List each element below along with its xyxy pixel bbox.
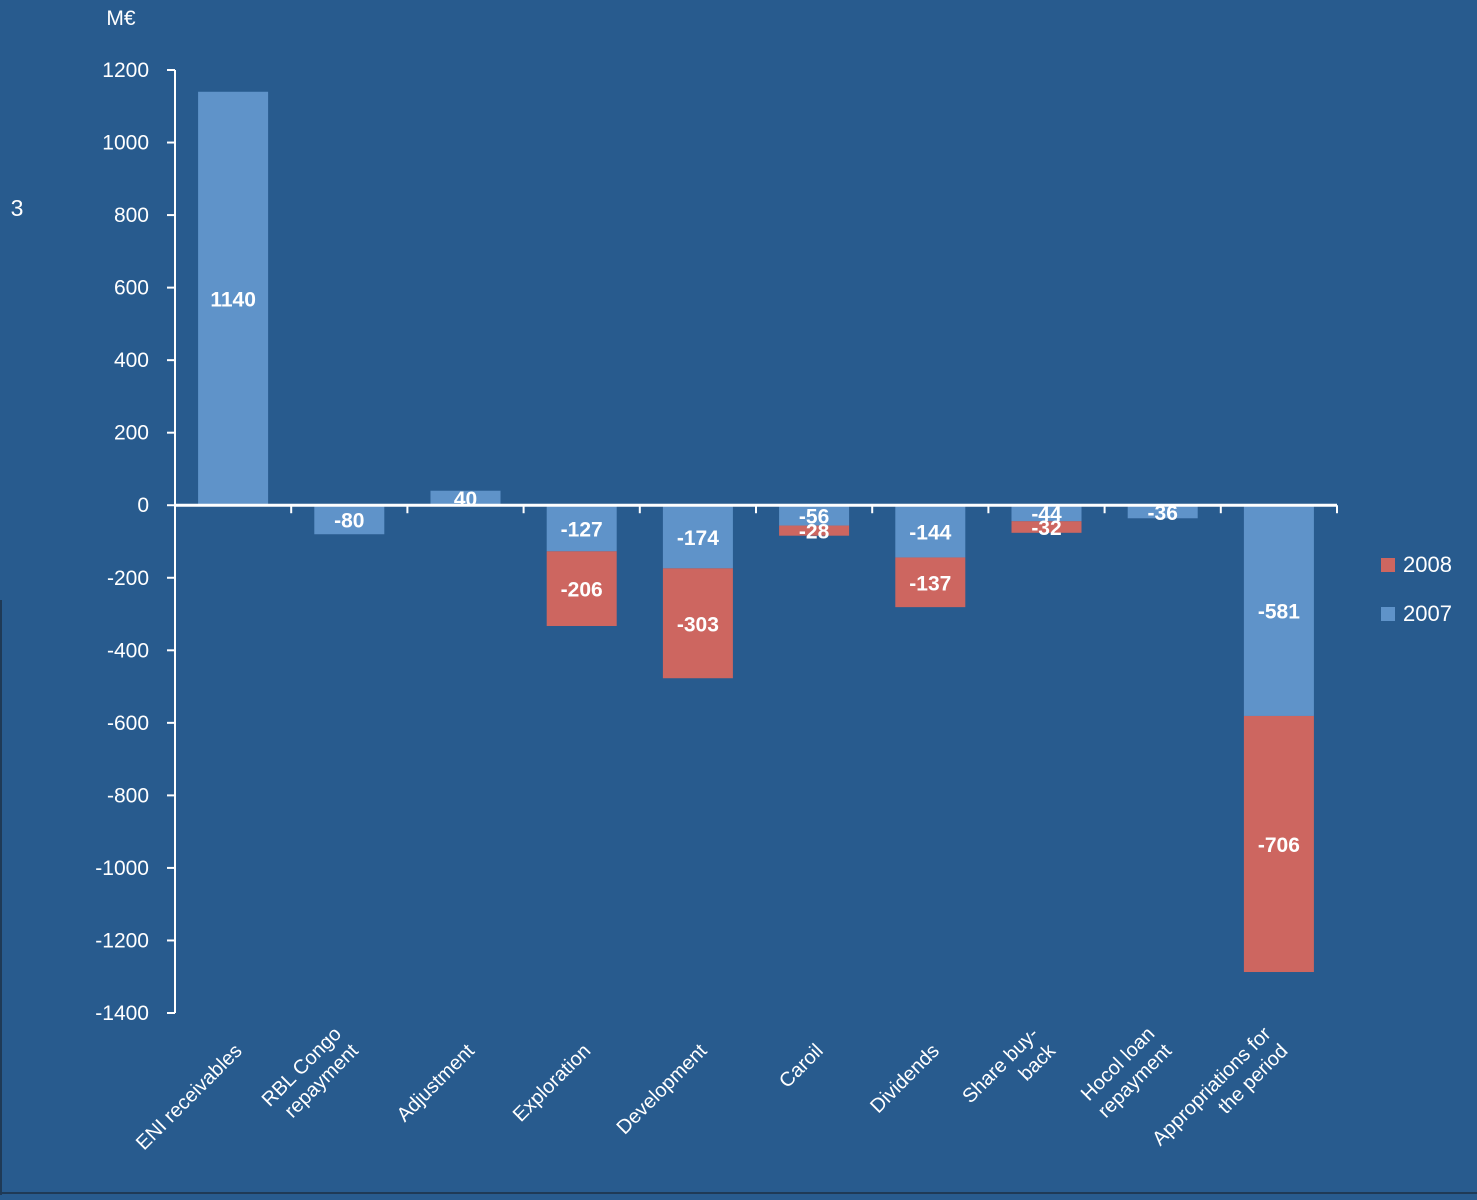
- bar-2007-9: [1243, 505, 1314, 716]
- y-tick-label: 400: [114, 349, 149, 372]
- page-marker: 3: [11, 195, 24, 221]
- y-tick-label: -400: [107, 639, 149, 662]
- data-label-2008-3: -206: [561, 579, 603, 602]
- y-tick-label: -800: [107, 784, 149, 807]
- data-label-2007-5: -56: [799, 505, 829, 528]
- data-label-2007-8: -36: [1148, 502, 1178, 525]
- y-tick-label: -200: [107, 567, 149, 590]
- data-label-2008-6: -137: [909, 572, 951, 595]
- x-category-label: Development: [613, 1040, 712, 1139]
- bar-2008-7: [1011, 521, 1082, 533]
- data-label-2008-4: -303: [677, 613, 719, 636]
- bar-2007-7: [1011, 505, 1082, 522]
- x-category-label: Appropriations forthe period: [1148, 1023, 1292, 1167]
- data-labels-layer: 1140 -80 40 -127 -206 -174 -303 -56-28 -144 -137 -…: [210, 288, 1300, 856]
- x-category-label: Caroil: [775, 1040, 828, 1093]
- y-tick-label: 800: [114, 204, 149, 227]
- x-category-label: ENI receivables: [132, 1040, 247, 1155]
- y-tick-label: 1000: [102, 132, 149, 155]
- bar-2008-5: [779, 525, 850, 536]
- bar-2007-2: [430, 490, 501, 506]
- x-category-label: RBL Congorepayment: [258, 1023, 363, 1128]
- y-tick-label: 1200: [102, 59, 149, 82]
- bar-2007-1: [314, 505, 385, 535]
- x-category-label: Share buy-back: [958, 1022, 1060, 1124]
- bar-2007-0: [198, 91, 269, 506]
- bar-2007-3: [546, 505, 617, 552]
- data-label-2008-7: -32: [1031, 517, 1061, 540]
- bar-2008-9: [1243, 715, 1314, 973]
- data-label-2007-7: -44: [1031, 503, 1062, 526]
- legend: 2008 2007: [1381, 552, 1452, 626]
- data-label-2007-9: -581: [1258, 601, 1300, 624]
- bars-layer: [198, 91, 1314, 973]
- y-tick-label: 600: [114, 277, 149, 300]
- bar-2007-5: [779, 505, 850, 526]
- y-tick-label: -1400: [95, 1002, 149, 1025]
- y-tick-label: -1200: [95, 929, 149, 952]
- data-label-2007-2: 40: [454, 488, 477, 511]
- bar-2007-4: [662, 505, 733, 569]
- bar-2007-6: [895, 505, 966, 558]
- data-label-2007-3: -127: [561, 518, 603, 541]
- bar-2008-4: [662, 568, 733, 679]
- legend-label-2007: 2007: [1403, 601, 1452, 626]
- y-tick-label: 0: [137, 494, 149, 517]
- data-label-2008-5: -28: [799, 521, 830, 544]
- y-tick-label: -600: [107, 712, 149, 735]
- data-label-2007-4: -174: [677, 527, 719, 550]
- data-label-2007-6: -144: [909, 521, 951, 544]
- data-label-2008-9: -706: [1258, 834, 1300, 857]
- bar-2008-6: [895, 557, 966, 608]
- bar-2008-3: [546, 551, 617, 627]
- legend-label-2008: 2008: [1403, 552, 1452, 577]
- data-label-2007-1: -80: [334, 510, 364, 533]
- y-tick-label: -1000: [95, 857, 149, 880]
- legend-swatch-2008: [1381, 558, 1395, 572]
- x-category-label: Dividends: [866, 1040, 944, 1118]
- unit-label: M€: [106, 7, 135, 30]
- legend-swatch-2007: [1381, 607, 1395, 621]
- x-category-label: Exploration: [509, 1040, 595, 1126]
- x-category-label: Adjustment: [393, 1040, 480, 1127]
- data-label-2007-0: 1140: [210, 288, 256, 311]
- bar-2007-8: [1127, 505, 1198, 519]
- y-tick-label: 200: [114, 422, 149, 445]
- x-category-label: Hocol loanrepayment: [1077, 1023, 1177, 1123]
